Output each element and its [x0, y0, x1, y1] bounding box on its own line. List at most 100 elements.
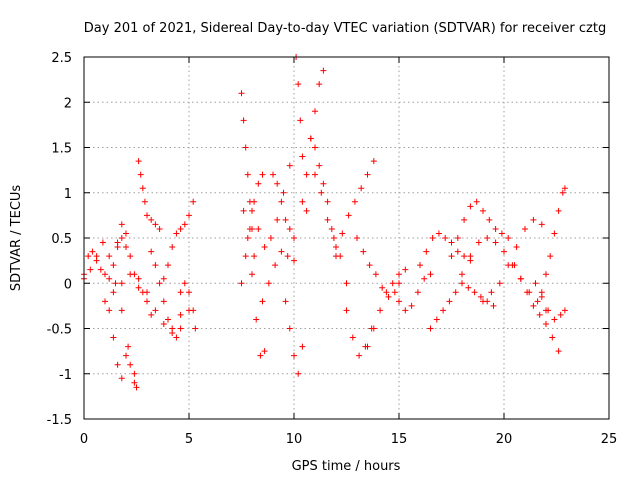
data-point	[480, 298, 486, 305]
data-point	[377, 307, 384, 314]
data-point	[316, 81, 323, 88]
data-point	[253, 316, 260, 323]
data-point	[148, 311, 155, 318]
y-tick-label: -0.5	[47, 323, 72, 338]
data-point	[538, 293, 545, 300]
data-point	[555, 348, 562, 355]
data-point	[291, 257, 297, 264]
series-arc-13	[249, 162, 293, 251]
data-point	[471, 289, 478, 296]
data-point	[169, 244, 176, 251]
data-point	[181, 221, 188, 228]
series-arc-24	[364, 266, 409, 350]
series-arc-07	[148, 248, 184, 341]
data-point	[278, 248, 285, 255]
data-point	[477, 293, 484, 300]
series-arc-14	[259, 248, 297, 305]
data-point	[505, 262, 512, 269]
data-point	[144, 212, 150, 219]
data-point	[505, 235, 512, 241]
data-point	[148, 248, 155, 255]
series-arc-30	[480, 216, 545, 305]
data-point	[299, 198, 306, 205]
data-point	[391, 289, 398, 296]
data-point	[498, 230, 505, 237]
data-point	[165, 262, 171, 269]
series-arc-28	[448, 198, 512, 260]
data-point	[112, 280, 119, 287]
data-point	[274, 180, 281, 187]
data-point	[152, 262, 159, 269]
data-point	[433, 316, 440, 323]
data-point	[160, 275, 167, 282]
data-point	[454, 235, 461, 241]
x-tick-label: 10	[286, 432, 303, 447]
data-point	[372, 271, 379, 278]
x-tick-label: 20	[496, 432, 513, 447]
data-point	[545, 307, 552, 314]
data-point	[295, 81, 302, 88]
data-point	[356, 352, 363, 359]
data-point	[118, 307, 125, 314]
data-points	[81, 54, 568, 391]
data-point	[427, 271, 434, 278]
data-point	[501, 248, 507, 255]
data-point	[131, 379, 138, 386]
data-point	[259, 171, 266, 178]
data-point	[114, 244, 121, 251]
series-arc-12	[238, 171, 266, 287]
data-point	[177, 225, 184, 232]
x-tick-label: 25	[601, 432, 618, 447]
data-point	[291, 352, 297, 359]
data-point	[484, 235, 491, 241]
data-point	[280, 189, 287, 196]
data-point	[366, 262, 373, 269]
data-point	[454, 248, 461, 255]
data-point	[238, 280, 245, 287]
data-point	[286, 225, 293, 232]
series-arc-03	[106, 307, 140, 391]
data-point	[530, 216, 537, 223]
data-point	[349, 334, 356, 341]
data-point	[186, 212, 192, 219]
data-point	[360, 248, 367, 255]
data-point	[177, 289, 184, 296]
data-point	[238, 90, 245, 97]
data-point	[240, 207, 247, 214]
data-point	[127, 361, 134, 368]
data-point	[461, 253, 468, 260]
data-point	[242, 253, 249, 260]
data-point	[106, 307, 113, 314]
data-point	[135, 284, 142, 291]
y-tick-label: -1.5	[47, 413, 72, 428]
data-point	[93, 253, 100, 260]
data-point	[389, 280, 396, 287]
data-point	[148, 216, 155, 223]
data-point	[303, 171, 310, 178]
series-arc-32	[538, 185, 568, 296]
data-point	[536, 311, 543, 318]
data-point	[110, 262, 117, 269]
chart-title: Day 201 of 2021, Sidereal Day-to-day VTE…	[84, 21, 606, 36]
data-point	[459, 280, 465, 287]
data-point	[467, 253, 474, 260]
data-point	[299, 343, 306, 350]
data-point	[513, 244, 520, 251]
data-point	[465, 284, 472, 291]
data-point	[110, 289, 117, 296]
data-point	[123, 352, 129, 359]
data-point	[240, 117, 247, 124]
data-point	[97, 266, 104, 273]
data-point	[177, 325, 184, 332]
data-point	[452, 289, 459, 296]
plot-frame	[83, 56, 610, 420]
data-point	[435, 230, 442, 237]
x-tick-label: 5	[185, 432, 193, 447]
data-point	[244, 235, 251, 241]
data-point	[429, 235, 436, 241]
data-point	[316, 162, 323, 169]
series-arc-20	[312, 171, 350, 287]
data-point	[261, 244, 268, 251]
data-point	[534, 298, 541, 305]
data-point	[543, 320, 549, 327]
